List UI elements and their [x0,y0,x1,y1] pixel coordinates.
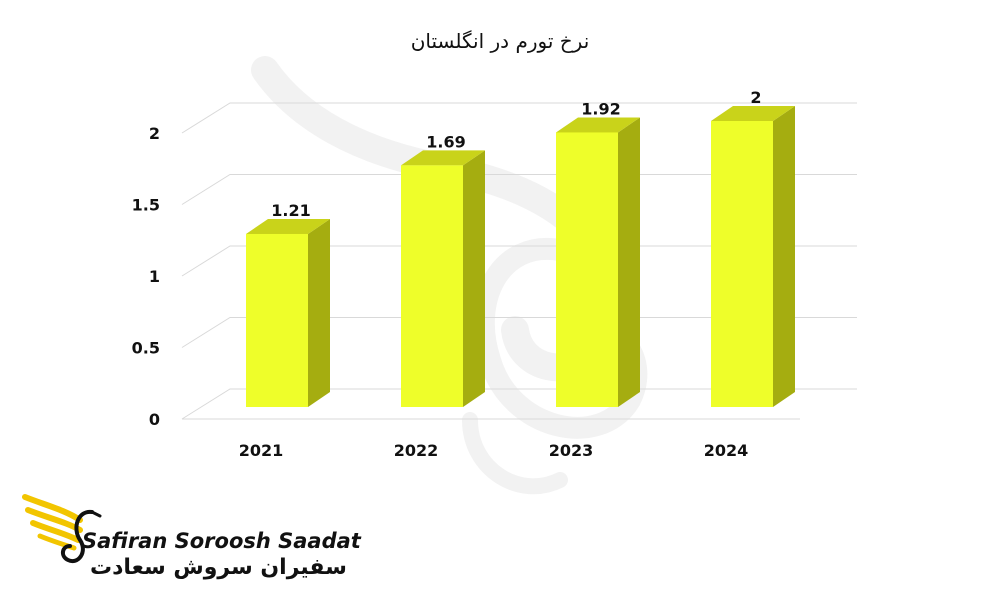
brand-logo: Safiran Soroosh Saadat سفیران سروش سعادت [22,494,362,580]
data-label: 1.69 [426,132,465,151]
logo-name-en: Safiran Soroosh Saadat [82,529,362,553]
phoenix-icon [22,494,102,564]
y-tick-label: 0.5 [132,339,160,358]
x-axis-labels: 2021 2022 2023 2024 [239,441,749,460]
bar-front [711,121,773,407]
bar-2023: 1.92 [556,99,640,407]
y-axis-ticks: 0 0.5 1 1.5 2 [132,124,160,429]
logo-name-fa: سفیران سروش سعادت [90,555,347,580]
bar-top [711,106,795,121]
bar-top [246,218,330,234]
x-tick-label: 2023 [549,441,594,460]
bar-2024: 2 [711,88,795,407]
bar-side [618,117,640,407]
bar-front [246,233,308,407]
bars: 1.21 1.69 1.92 2 [246,88,795,407]
gridline [181,102,857,134]
x-tick-label: 2021 [239,441,284,460]
data-label: 1.92 [581,99,620,118]
gridline [181,388,857,420]
gridline [181,174,857,205]
gridline [181,317,857,348]
y-tick-label: 1.5 [132,196,160,215]
data-label: 2 [750,88,761,107]
data-label: 1.21 [271,201,310,220]
chart-title: نرخ تورم در انگلستان [411,29,590,53]
bar-top [556,117,640,133]
bar-top [401,150,485,166]
y-tick-label: 1 [149,267,160,286]
watermark-tail [462,412,568,495]
bar-front [556,132,618,407]
bar-2021: 1.21 [246,201,330,407]
x-tick-label: 2024 [704,441,749,460]
x-tick-label: 2022 [394,441,439,460]
y-tick-label: 2 [149,124,160,143]
gridline [181,245,857,277]
bar-2022: 1.69 [401,132,485,407]
bar-side [308,218,330,407]
bar-front [401,165,463,407]
bar-side [463,150,485,407]
grid [181,102,857,420]
bar-side [773,106,795,407]
y-tick-label: 0 [149,410,160,429]
